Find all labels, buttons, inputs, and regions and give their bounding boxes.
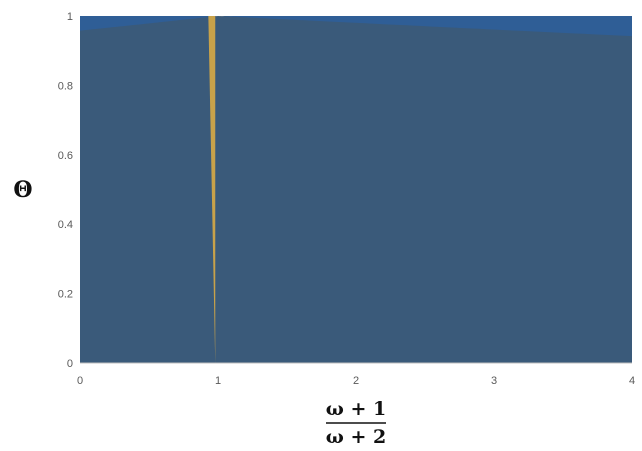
band-right-83 [218,16,632,363]
x-axis-label: ω + 1 ω + 2 [326,398,386,448]
x-tick-label: 0 [77,375,83,387]
plot-area [80,16,632,363]
y-axis-label: Θ [13,177,32,203]
y-tick-labels: 0 0.2 0.4 0.6 0.8 1 [58,11,73,370]
pole-wedge [208,16,216,363]
x-axis-label-denominator: ω + 2 [326,426,386,448]
x-tick-label: 1 [215,375,221,387]
y-tick-label: 0.4 [58,219,73,231]
x-axis-label-numerator: ω + 1 [326,398,386,420]
y-tick-label: 0.6 [58,150,73,162]
y-tick-label: 0.8 [58,80,73,92]
x-tick-label: 3 [491,375,497,387]
x-tick-label: 4 [629,375,635,387]
y-tick-label: 0.2 [58,289,73,301]
y-tick-label: 1 [67,11,73,23]
x-tick-labels: 0 1 2 3 4 [77,375,635,387]
y-tick-label: 0 [67,358,73,370]
band-left-83 [80,16,218,363]
x-tick-label: 2 [353,375,359,387]
